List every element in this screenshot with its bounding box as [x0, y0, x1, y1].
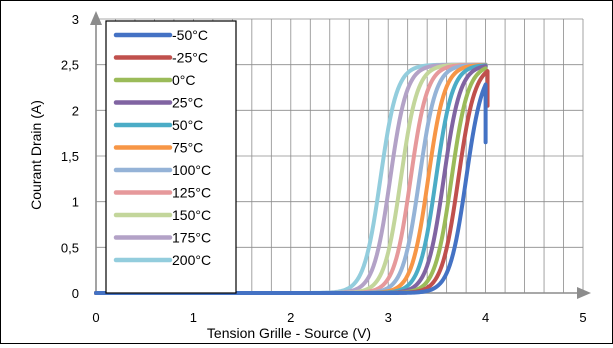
legend-label: -50°C	[172, 27, 208, 43]
legend-box	[105, 20, 237, 294]
legend: -50°C -25°C 0°C 25°C 50°C 75°C 100°C 125°C 150°C…	[105, 20, 237, 294]
y-tick-label: 1,5	[61, 149, 79, 164]
x-tick-label: 2	[287, 310, 294, 325]
y-axis-title: Courant Drain (A)	[28, 100, 44, 210]
x-tick-label: 3	[385, 310, 392, 325]
x-tick-labels: 0 1 2 3 4 5	[92, 310, 586, 325]
legend-label: 175°C	[172, 230, 211, 246]
y-axis-arrow	[90, 11, 102, 25]
legend-label: 0°C	[172, 72, 196, 88]
legend-label: 25°C	[172, 95, 203, 111]
line-chart: 0 1 2 3 4 5 0 0,5 1 1,5 2 2,5 3 -50°C -25°C 0°C 25°C 50…	[28, 11, 591, 341]
y-tick-label: 1	[72, 195, 79, 210]
legend-label: 125°C	[172, 185, 211, 201]
legend-label: -25°C	[172, 50, 208, 66]
x-axis-title: Tension Grille - Source (V)	[207, 325, 371, 341]
y-tick-label: 0	[72, 286, 79, 301]
x-axis-arrow	[577, 287, 591, 299]
legend-label: 200°C	[172, 252, 211, 268]
x-tick-label: 0	[92, 310, 99, 325]
legend-label: 50°C	[172, 117, 203, 133]
x-tick-label: 5	[579, 310, 586, 325]
y-tick-labels: 0 0,5 1 1,5 2 2,5 3	[61, 12, 79, 301]
legend-label: 75°C	[172, 140, 203, 156]
y-tick-label: 2,5	[61, 58, 79, 73]
legend-label: 100°C	[172, 162, 211, 178]
y-tick-label: 2	[72, 103, 79, 118]
x-tick-label: 4	[482, 310, 489, 325]
x-tick-label: 1	[190, 310, 197, 325]
y-tick-label: 3	[72, 12, 79, 27]
y-tick-label: 0,5	[61, 240, 79, 255]
legend-label: 150°C	[172, 207, 211, 223]
